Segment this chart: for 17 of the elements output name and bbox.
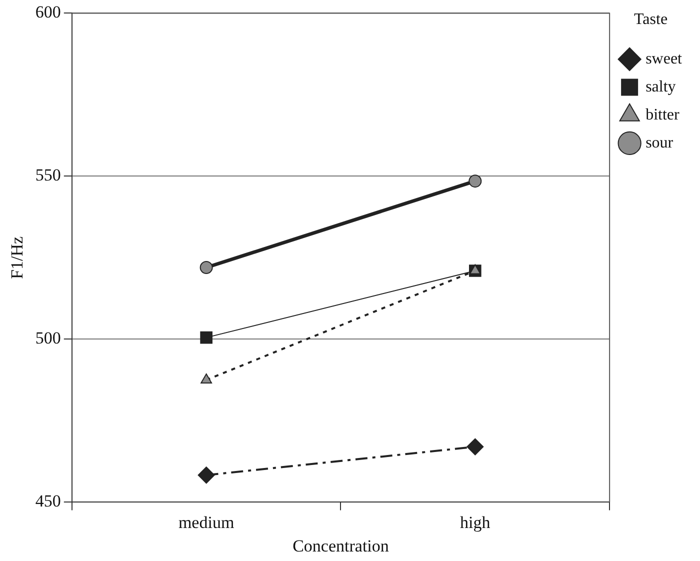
point <box>200 260 213 274</box>
y-tick-label: 550 <box>35 166 61 185</box>
legend-label: salty <box>646 78 676 96</box>
y-tick-label: 450 <box>35 492 61 511</box>
y-tick-label: 500 <box>35 328 61 348</box>
x-tick-label: medium <box>178 512 234 532</box>
y-tick-label: 600 <box>35 2 61 22</box>
point <box>198 466 215 484</box>
legend-label: bitter <box>646 106 680 124</box>
point <box>466 438 484 456</box>
y-axis-title: F1/Hz <box>8 236 27 279</box>
legend-label: sour <box>646 134 674 152</box>
legend-label: sweet <box>646 50 683 68</box>
legend-title: Taste <box>634 11 668 28</box>
x-tick-label: high <box>460 512 491 532</box>
point <box>468 174 482 188</box>
x-axis-title: Concentration <box>292 536 390 556</box>
